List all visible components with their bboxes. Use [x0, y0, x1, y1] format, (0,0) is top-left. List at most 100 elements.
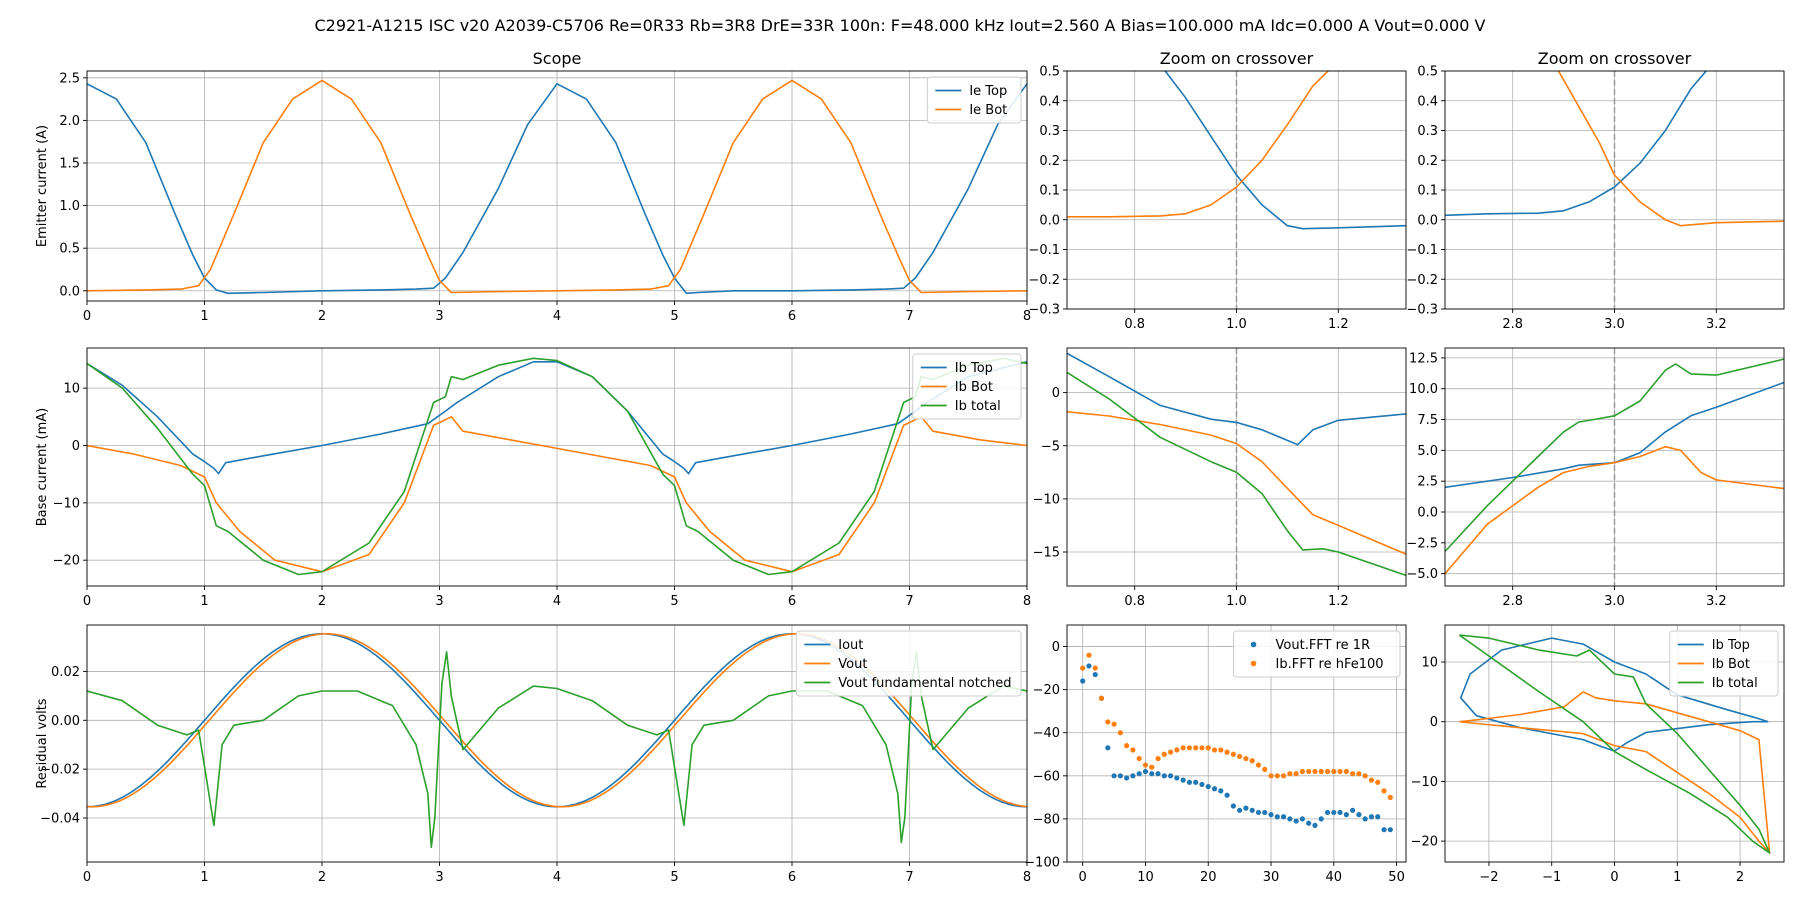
y-tick-label: 0: [1052, 386, 1060, 401]
data-point: [1124, 775, 1130, 781]
legend-label: Ib Top: [1712, 638, 1750, 653]
y-tick-label: 0.0: [1417, 213, 1438, 228]
y-tick-label: −40: [1033, 726, 1060, 741]
data-point: [1287, 771, 1293, 777]
series-line: [1445, 71, 1707, 217]
data-point: [1193, 779, 1199, 785]
x-tick-label: 10: [1137, 870, 1154, 885]
legend: Vout.FFT re 1R Ib.FFT re hFe100: [1233, 630, 1401, 678]
data-point: [1387, 794, 1393, 800]
chart-zoom-base-3: 2.8 3.0 3.2 −5.0 −2.5 0.0 2.5 5.0 7.5 10.0 12.5: [1406, 347, 1785, 609]
y-tick-label: 0.3: [1417, 124, 1438, 139]
plot-frame: [1066, 624, 1407, 863]
y-tick-label: −60: [1033, 769, 1060, 784]
legend-label: Ib Bot: [1712, 657, 1750, 672]
x-tick-label: −1: [1542, 870, 1561, 885]
series-line: [87, 361, 1027, 475]
y-tick-label: 0.5: [1039, 65, 1060, 80]
y-tick-label: 10.0: [1409, 382, 1438, 397]
y-tick-label: −0.3: [1028, 303, 1060, 318]
x-tick-label: 2.8: [1502, 594, 1523, 609]
data-point: [1136, 771, 1142, 777]
data-point: [1186, 779, 1193, 785]
x-tick-label: 1.0: [1226, 317, 1247, 332]
data-point: [1249, 758, 1255, 764]
y-tick-label: 0.5: [1417, 65, 1438, 80]
x-tick-label: −2: [1479, 870, 1498, 885]
data-point: [1243, 755, 1249, 762]
x-tick-label: 8: [1023, 594, 1031, 609]
data-point: [1205, 745, 1211, 751]
y-tick-label: −20: [1411, 835, 1438, 850]
data-point: [1381, 788, 1387, 794]
x-tick-label: 5: [670, 594, 678, 609]
series-line: [1458, 634, 1771, 854]
y-tick-label: 0: [1430, 715, 1438, 730]
x-tick-label: 0.8: [1124, 317, 1145, 332]
data-point: [1155, 771, 1161, 777]
x-tick-label: 0: [83, 309, 91, 324]
data-point: [1318, 816, 1324, 822]
data-point: [1293, 818, 1299, 824]
data-point: [1155, 755, 1161, 762]
data-point: [1331, 768, 1337, 775]
x-tick-label: 2: [318, 870, 326, 885]
axes-title: Scope: [533, 49, 582, 68]
data-point: [1312, 768, 1318, 775]
x-tick-label: 4: [553, 870, 561, 885]
data-point: [1180, 745, 1186, 751]
chart-zoom-emitter-1: 0.8 1.0 1.2 −0.3 −0.2 −0.1 0.0 0.1 0.2 0.3 0.4 0.5 Z…: [1028, 49, 1407, 332]
data-point: [1086, 652, 1092, 658]
data-point: [1230, 803, 1236, 809]
data-point: [1262, 809, 1268, 816]
data-point: [1098, 695, 1105, 701]
data-point: [1142, 762, 1149, 768]
chart-scope-base: 0 1 2 3 4 5 6 7 8 −20 −10 0 10 Base current (mA) Ib To…: [35, 347, 1031, 609]
data-point: [1306, 820, 1312, 826]
y-tick-label: 0.4: [1417, 94, 1438, 109]
x-tick-label: 0: [1610, 870, 1618, 885]
legend-label: Vout.FFT re 1R: [1276, 638, 1371, 653]
series-line: [1067, 411, 1406, 555]
data-point: [1312, 822, 1318, 828]
data-point: [1318, 768, 1324, 775]
data-point: [1199, 745, 1205, 751]
data-point: [1255, 809, 1262, 816]
x-tick-label: 2.8: [1502, 317, 1523, 332]
x-tick-label: 50: [1388, 870, 1405, 885]
data-point: [1117, 773, 1123, 779]
series-line: [1445, 445, 1784, 575]
legend-label: Ib total: [1712, 676, 1758, 691]
y-tick-label: 2.0: [59, 114, 80, 129]
y-tick-label: −80: [1033, 812, 1060, 827]
x-tick-label: 8: [1023, 870, 1031, 885]
data-point: [1375, 814, 1381, 820]
data-point: [1274, 814, 1280, 820]
x-tick-label: 6: [788, 870, 796, 885]
data-point: [1299, 816, 1306, 822]
y-tick-label: 0.3: [1039, 124, 1060, 139]
x-tick-label: 3.2: [1706, 317, 1727, 332]
y-tick-label: −0.04: [40, 812, 80, 827]
y-tick-label: 0.02: [51, 665, 80, 680]
data-point: [1324, 809, 1331, 816]
y-tick-label: 1.0: [59, 199, 80, 214]
data-point: [1174, 775, 1180, 781]
y-tick-label: 0.2: [1417, 154, 1438, 169]
data-point: [1243, 805, 1249, 811]
x-tick-label: 1: [1673, 870, 1681, 885]
x-tick-label: 30: [1263, 870, 1280, 885]
axes-title: Zoom on crossover: [1538, 49, 1692, 68]
x-tick-label: 3.0: [1604, 594, 1625, 609]
x-tick-label: 0.8: [1124, 594, 1145, 609]
y-tick-label: 0: [72, 439, 80, 454]
y-tick-label: 0.1: [1417, 184, 1438, 199]
y-axis-label: Residual volts: [35, 698, 50, 788]
y-tick-label: 0.0: [59, 284, 80, 299]
data-point: [1268, 812, 1274, 818]
series-line: [1459, 691, 1771, 854]
data-point: [1237, 807, 1243, 813]
data-point: [1343, 812, 1349, 818]
data-point: [1086, 663, 1092, 669]
data-point: [1136, 755, 1142, 762]
